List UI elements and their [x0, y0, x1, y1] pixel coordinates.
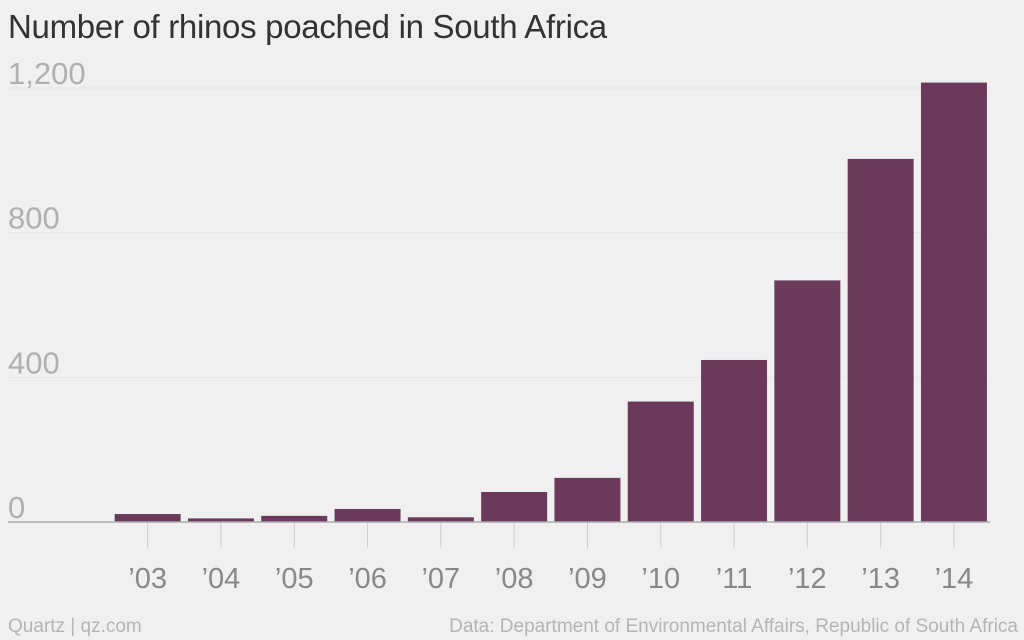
- footer-brand: Quartz | qz.com: [8, 616, 142, 637]
- y-tick-label: 0: [8, 490, 25, 525]
- bar: [334, 508, 401, 522]
- bar: [701, 359, 768, 522]
- x-tick-label: ’09: [568, 563, 607, 595]
- bar: [847, 158, 914, 523]
- x-tick-label: ’11: [716, 563, 753, 595]
- bar: [554, 477, 621, 522]
- bar: [261, 515, 328, 522]
- bar: [481, 491, 548, 522]
- grid-lines: [8, 87, 990, 378]
- x-tick-label: ’08: [495, 563, 534, 595]
- x-tick-label: ’04: [202, 563, 241, 595]
- footer-source: Data: Department of Environmental Affair…: [449, 616, 1018, 637]
- bars: [114, 82, 987, 523]
- y-tick-label: 800: [8, 201, 60, 236]
- bar: [627, 401, 694, 522]
- bar: [920, 82, 987, 522]
- x-axis-tick-labels: ’03 ’04 ’05 ’06 ’07 ’08 ’09 ’10 ’11 ’12 ’13 ’14: [8, 521, 990, 595]
- x-tick-label: ’12: [788, 563, 827, 595]
- bar: [114, 514, 181, 522]
- x-tick-label: ’14: [935, 563, 974, 595]
- x-tick-label: ’07: [421, 563, 460, 595]
- x-tick-label: ’03: [128, 563, 167, 595]
- chart-title: Number of rhinos poached in South Africa: [8, 8, 607, 45]
- y-tick-label: 1,200: [8, 56, 86, 91]
- bar: [187, 518, 254, 522]
- bar: [774, 280, 841, 522]
- x-tick-label: ’10: [641, 563, 680, 595]
- y-axis-tick-labels: 0 400 800 1,200: [8, 56, 86, 525]
- bar: [407, 517, 474, 522]
- x-tick-label: ’13: [861, 563, 900, 595]
- x-tick-label: ’05: [275, 563, 314, 595]
- y-tick-label: 400: [8, 345, 60, 380]
- x-tick-label: ’06: [348, 563, 387, 595]
